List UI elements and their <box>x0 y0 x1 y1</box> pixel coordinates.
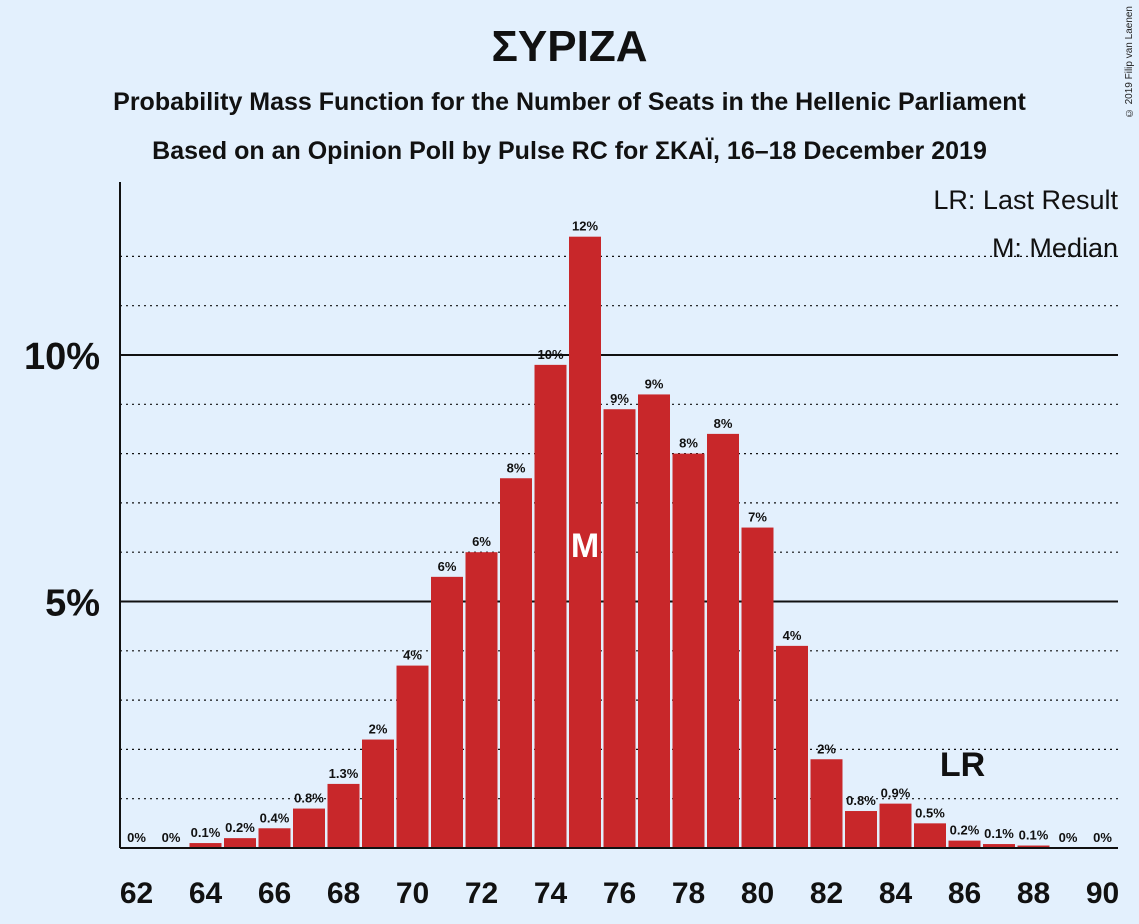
data-label-87: 0.1% <box>984 826 1014 841</box>
data-label-62: 0% <box>127 830 146 845</box>
median-marker: M <box>571 527 599 565</box>
bar-79 <box>707 433 739 848</box>
chart-title: ΣΥΡΙΖΑ <box>491 22 648 71</box>
data-label-64: 0.1% <box>191 825 221 840</box>
x-tick-label: 72 <box>465 877 498 910</box>
data-label-85: 0.5% <box>915 805 945 820</box>
legend-median: M: Median <box>992 233 1118 263</box>
bar-70 <box>396 665 429 848</box>
data-label-88: 0.1% <box>1019 828 1049 843</box>
x-tick-label: 70 <box>396 877 429 910</box>
data-label-89: 0% <box>1059 830 1078 845</box>
chart-subtitle-1: Probability Mass Function for the Number… <box>113 88 1026 116</box>
data-label-72: 6% <box>472 534 491 549</box>
bar-88 <box>1017 845 1050 848</box>
data-label-90: 0% <box>1093 830 1112 845</box>
bar-82 <box>810 759 843 848</box>
bar-77 <box>638 394 670 848</box>
data-label-68: 1.3% <box>329 766 359 781</box>
bar-75 <box>569 236 601 848</box>
chart-subtitle-2: Based on an Opinion Poll by Pulse RC for… <box>152 137 987 165</box>
data-label-73: 8% <box>507 460 526 475</box>
data-labels-group: 0% 0% 0.1% 0.2% 0.4% 0.8% 1.3% 2% 4% 6% 6% 8% 10% 12%… <box>127 219 1112 845</box>
y-tick-label: 10% <box>24 336 100 378</box>
bar-83 <box>845 811 877 848</box>
x-tick-label: 64 <box>189 877 223 910</box>
data-label-75: 12% <box>572 219 598 234</box>
bar-67 <box>293 808 325 848</box>
x-tick-label: 66 <box>258 877 291 910</box>
bar-84 <box>879 803 912 848</box>
data-label-84: 0.9% <box>881 786 911 801</box>
x-tick-label: 84 <box>879 877 913 910</box>
bar-80 <box>741 527 774 848</box>
x-tick-label: 76 <box>603 877 636 910</box>
x-tick-label: 90 <box>1086 877 1119 910</box>
x-tick-label: 68 <box>327 877 360 910</box>
bar-66 <box>258 828 291 848</box>
bar-81 <box>776 645 808 848</box>
data-label-82: 2% <box>817 741 836 756</box>
x-tick-label: 74 <box>534 877 568 910</box>
data-label-78: 8% <box>679 436 698 451</box>
bar-76 <box>603 409 636 848</box>
data-label-69: 2% <box>369 722 388 737</box>
data-label-76: 9% <box>610 391 629 406</box>
data-label-66: 0.4% <box>260 810 290 825</box>
data-label-81: 4% <box>783 628 802 643</box>
bar-87 <box>983 844 1015 848</box>
bar-72 <box>465 552 498 848</box>
bar-64 <box>189 843 222 848</box>
axes-group: 5% 10% 62 64 66 68 70 72 74 76 78 80 82 84 86 88 90 <box>24 182 1119 910</box>
data-label-74: 10% <box>537 347 563 362</box>
bar-74 <box>534 364 567 848</box>
x-tick-label: 86 <box>948 877 981 910</box>
bar-65 <box>224 838 256 848</box>
x-tick-label: 82 <box>810 877 843 910</box>
bar-68 <box>327 783 360 848</box>
legend-last-result: LR: Last Result <box>933 185 1118 215</box>
data-label-70: 4% <box>403 648 422 663</box>
data-label-63: 0% <box>162 830 181 845</box>
y-tick-label: 5% <box>45 583 100 625</box>
bar-69 <box>362 739 394 848</box>
x-tick-label: 78 <box>672 877 705 910</box>
data-label-67: 0.8% <box>294 791 324 806</box>
bar-78 <box>672 453 705 848</box>
bar-85 <box>914 823 946 848</box>
data-label-71: 6% <box>438 559 457 574</box>
bar-73 <box>500 478 532 848</box>
x-tick-label: 80 <box>741 877 774 910</box>
data-label-77: 9% <box>645 376 664 391</box>
bar-86 <box>948 840 981 848</box>
data-label-86: 0.2% <box>950 823 980 838</box>
x-tick-label: 88 <box>1017 877 1050 910</box>
data-label-80: 7% <box>748 510 767 525</box>
bar-71 <box>431 576 463 848</box>
last-result-marker: LR <box>940 746 985 784</box>
data-label-79: 8% <box>714 416 733 431</box>
data-label-83: 0.8% <box>846 793 876 808</box>
data-label-65: 0.2% <box>225 820 255 835</box>
bars-group <box>189 236 1050 848</box>
x-tick-label: 62 <box>120 877 153 910</box>
